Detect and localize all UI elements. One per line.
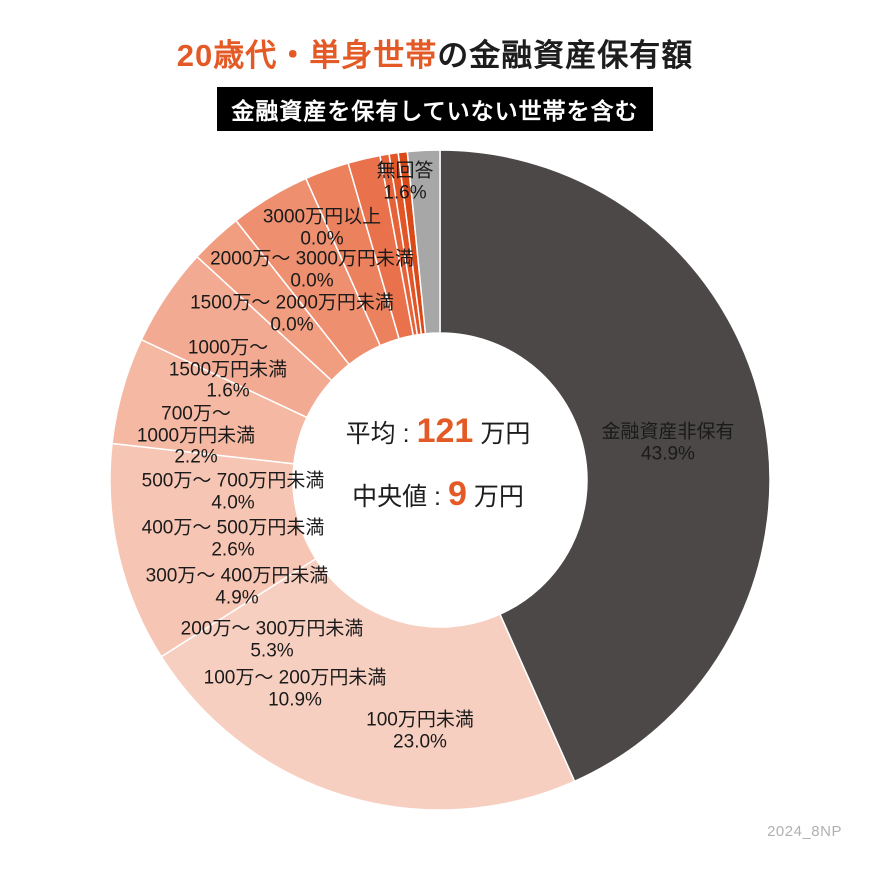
donut-segment-2 bbox=[109, 442, 317, 658]
median-unit: 万円 bbox=[473, 483, 524, 511]
mean-value: 121 bbox=[416, 412, 474, 450]
page-title: 20歳代・単身世帯の金融資産保有額 bbox=[0, 0, 870, 75]
subtitle-row: 金融資産を保有していない世帯を含む bbox=[0, 87, 870, 131]
donut-segment-1 bbox=[160, 557, 576, 811]
donut-segment-12 bbox=[406, 149, 441, 335]
donut-segment-0 bbox=[439, 149, 771, 783]
center-stats: 平均 : 121 万円 中央値 : 9 万円 bbox=[346, 412, 531, 514]
mean-stat: 平均 : 121 万円 bbox=[346, 412, 531, 451]
median-value: 9 bbox=[447, 475, 467, 513]
mean-unit: 万円 bbox=[480, 420, 531, 448]
median-stat: 中央値 : 9 万円 bbox=[346, 475, 531, 514]
chart-subtitle: 金融資産を保有していない世帯を含む bbox=[217, 87, 653, 131]
median-label: 中央値 : bbox=[352, 483, 441, 511]
watermark: 2024_8NP bbox=[767, 823, 842, 840]
mean-label: 平均 : bbox=[345, 420, 410, 448]
title-accent: 20歳代・単身世帯 bbox=[176, 38, 438, 73]
title-rest: の金融資産保有額 bbox=[437, 38, 694, 73]
